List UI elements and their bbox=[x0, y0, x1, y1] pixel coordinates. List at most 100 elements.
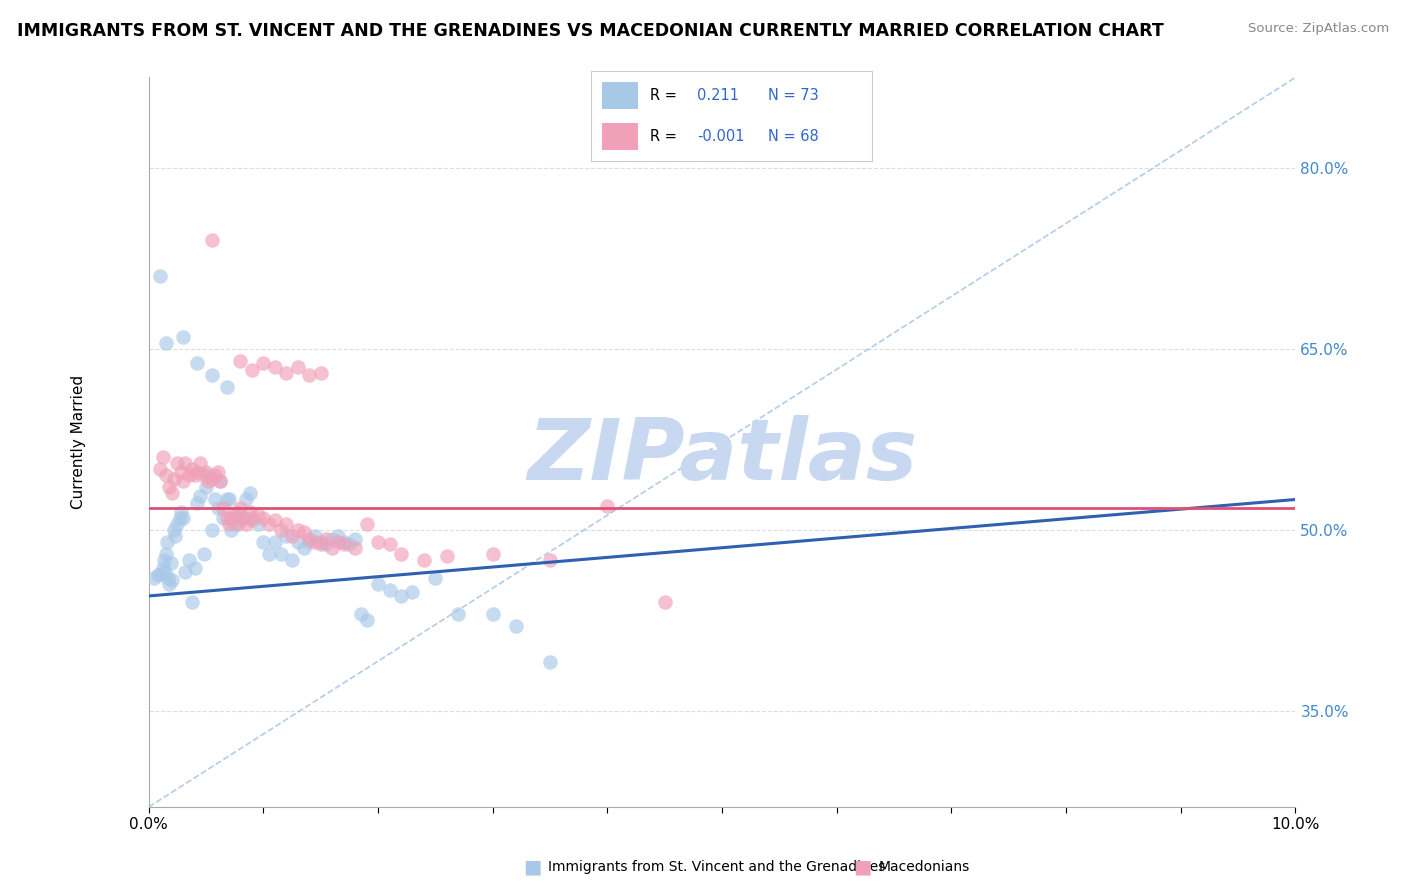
Point bbox=[152, 561, 174, 575]
Point bbox=[146, 568, 169, 582]
Point bbox=[252, 356, 274, 370]
Point bbox=[186, 465, 208, 479]
Point bbox=[309, 366, 332, 380]
Point bbox=[172, 510, 194, 524]
Point bbox=[413, 553, 436, 567]
Point bbox=[152, 553, 174, 567]
Point bbox=[169, 510, 191, 524]
Point bbox=[276, 529, 298, 543]
Point bbox=[149, 269, 172, 284]
Text: Macedonians: Macedonians bbox=[879, 860, 970, 874]
Point bbox=[235, 516, 257, 531]
Point bbox=[239, 504, 262, 518]
Point bbox=[287, 534, 309, 549]
Point bbox=[212, 510, 235, 524]
Point bbox=[224, 516, 246, 531]
Point bbox=[159, 557, 181, 571]
Point bbox=[436, 549, 458, 564]
Point bbox=[389, 547, 412, 561]
Point bbox=[367, 577, 389, 591]
Point bbox=[264, 359, 287, 374]
Point bbox=[181, 462, 204, 476]
Point bbox=[208, 475, 231, 489]
Point bbox=[287, 523, 309, 537]
Point bbox=[221, 523, 243, 537]
Point bbox=[229, 500, 252, 515]
Point bbox=[229, 510, 252, 524]
Point bbox=[389, 589, 412, 603]
Point bbox=[298, 534, 321, 549]
Point bbox=[221, 510, 243, 524]
Point bbox=[157, 571, 180, 585]
Point bbox=[177, 553, 200, 567]
Point bbox=[246, 516, 269, 531]
Y-axis label: Currently Married: Currently Married bbox=[72, 376, 86, 509]
Point bbox=[186, 496, 208, 510]
Point bbox=[270, 547, 292, 561]
Point bbox=[188, 489, 211, 503]
Point bbox=[315, 533, 337, 547]
Point bbox=[257, 516, 280, 531]
Point bbox=[538, 553, 561, 567]
Text: 0.211: 0.211 bbox=[697, 88, 740, 103]
Point bbox=[309, 537, 332, 551]
Point bbox=[152, 450, 174, 465]
Text: IMMIGRANTS FROM ST. VINCENT AND THE GRENADINES VS MACEDONIAN CURRENTLY MARRIED C: IMMIGRANTS FROM ST. VINCENT AND THE GREN… bbox=[17, 22, 1164, 40]
Point bbox=[367, 534, 389, 549]
Point bbox=[153, 565, 176, 579]
Point bbox=[232, 510, 254, 524]
Point bbox=[246, 508, 269, 523]
Point bbox=[177, 468, 200, 483]
Point bbox=[204, 492, 226, 507]
Text: Source: ZipAtlas.com: Source: ZipAtlas.com bbox=[1249, 22, 1389, 36]
Point bbox=[208, 475, 231, 489]
Point bbox=[281, 529, 304, 543]
Point bbox=[156, 534, 179, 549]
Point bbox=[226, 516, 249, 531]
Point bbox=[197, 475, 219, 489]
Text: Immigrants from St. Vincent and the Grenadines: Immigrants from St. Vincent and the Gren… bbox=[548, 860, 886, 874]
Point bbox=[287, 359, 309, 374]
Point bbox=[170, 465, 193, 479]
Point bbox=[240, 510, 263, 524]
Point bbox=[481, 607, 503, 621]
Point bbox=[188, 456, 211, 470]
Text: ■: ■ bbox=[853, 857, 872, 877]
Point bbox=[298, 368, 321, 383]
Point bbox=[344, 533, 367, 547]
Point bbox=[447, 607, 470, 621]
Point bbox=[193, 468, 215, 483]
Point bbox=[538, 655, 561, 669]
Point bbox=[654, 595, 676, 609]
Point bbox=[166, 516, 188, 531]
Point bbox=[252, 534, 274, 549]
Point bbox=[425, 571, 447, 585]
Point bbox=[239, 486, 262, 500]
Point bbox=[186, 356, 208, 370]
FancyBboxPatch shape bbox=[602, 82, 638, 109]
Point bbox=[481, 547, 503, 561]
Point bbox=[201, 368, 224, 383]
Point bbox=[401, 585, 423, 599]
Point bbox=[207, 500, 229, 515]
Point bbox=[193, 547, 215, 561]
Point bbox=[321, 541, 343, 555]
Point bbox=[218, 492, 240, 507]
Point bbox=[163, 523, 186, 537]
Point bbox=[321, 533, 343, 547]
Point bbox=[163, 472, 186, 486]
Point bbox=[326, 534, 349, 549]
Point bbox=[596, 499, 619, 513]
Point bbox=[201, 233, 224, 247]
Point bbox=[166, 456, 188, 470]
Point bbox=[201, 523, 224, 537]
Text: R =: R = bbox=[650, 88, 676, 103]
Point bbox=[332, 534, 354, 549]
Point bbox=[149, 462, 172, 476]
Point bbox=[257, 547, 280, 561]
Point bbox=[264, 534, 287, 549]
Point bbox=[240, 513, 263, 527]
Point bbox=[174, 456, 197, 470]
Text: R =: R = bbox=[650, 129, 676, 144]
Point bbox=[155, 468, 177, 483]
